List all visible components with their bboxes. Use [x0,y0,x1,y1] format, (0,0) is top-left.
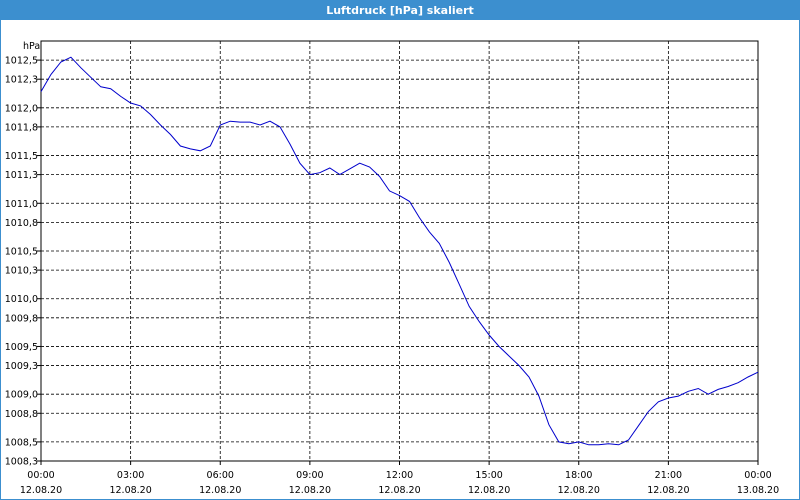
grid [40,41,759,462]
x-tick-date-label: 12.08.20 [468,485,510,496]
x-tick-time-label: 21:00 [655,470,682,481]
y-tick-label: 1008,8 [5,409,38,420]
y-tick-label: 1011,3 [5,170,38,181]
x-tick-time-label: 03:00 [117,470,144,481]
x-tick-date-label: 12.08.20 [20,485,62,496]
pressure-line [40,56,759,446]
y-tick-label: 1012,5 [5,56,38,67]
y-tick-label: 1011,8 [5,122,38,133]
y-unit-label: hPa [23,41,40,52]
window-title: Luftdruck [hPa] skaliert [1,1,799,20]
y-tick-label: 1009,3 [5,361,38,372]
y-tick-label: 1008,5 [5,437,38,448]
y-tick-label: 1009,0 [5,390,38,401]
y-tick-label: 1009,5 [5,342,38,353]
x-tick-time-label: 06:00 [207,470,234,481]
y-tick-label: 1009,8 [5,313,38,324]
x-tick-date-label: 12.08.20 [199,485,241,496]
y-tick-label: 1010,8 [5,218,38,229]
y-tick-label: 1010,5 [5,247,38,258]
y-axis: 1008,3 1008,5 1008,8 1009,0 1009,3 1009,5 1009… [5,56,41,468]
x-axis: 00:00 12.08.20 03:00 12.08.20 06:00 12.08.20 0… [20,461,779,496]
x-tick-time-label: 00:00 [744,470,771,481]
x-tick-date-label: 12.08.20 [289,485,331,496]
x-tick-date-label: 12.08.20 [378,485,420,496]
x-tick-time-label: 09:00 [296,470,323,481]
y-tick-label: 1012,0 [5,103,38,114]
y-tick-label: 1012,3 [5,75,38,86]
y-tick-label: 1011,5 [5,151,38,162]
x-tick-date-label: 12.08.20 [109,485,151,496]
y-tick-label: 1008,3 [5,457,38,468]
x-tick-date-label: 13.08.20 [737,485,779,496]
y-tick-label: 1011,0 [5,199,38,210]
x-tick-time-label: 12:00 [386,470,413,481]
x-tick-time-label: 00:00 [27,470,54,481]
x-tick-date-label: 12.08.20 [558,485,600,496]
x-tick-time-label: 15:00 [475,470,502,481]
y-tick-label: 1010,0 [5,294,38,305]
y-tick-label: 1010,3 [5,266,38,277]
x-tick-time-label: 18:00 [565,470,592,481]
x-tick-date-label: 12.08.20 [647,485,689,496]
